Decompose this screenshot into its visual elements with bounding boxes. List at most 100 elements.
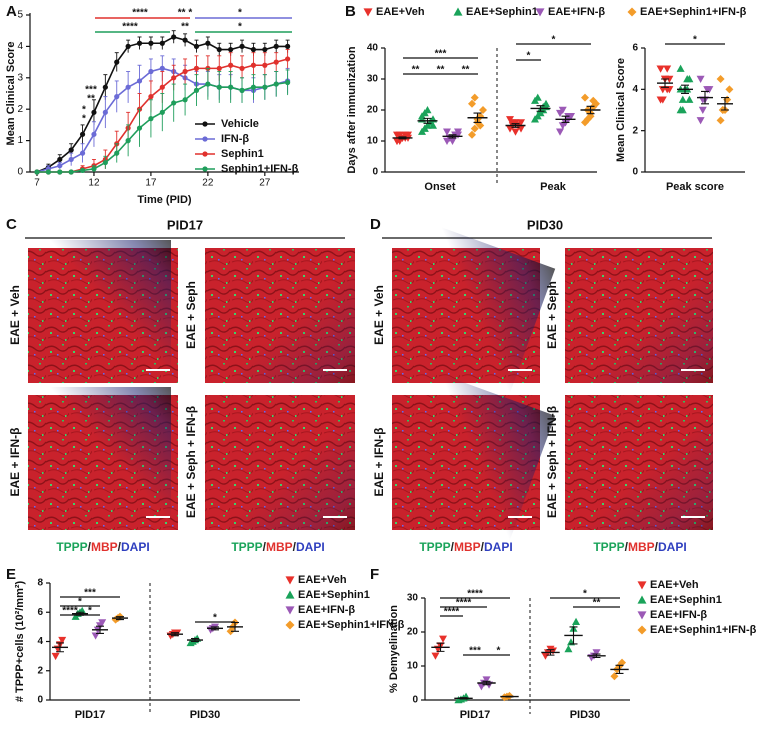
error-bar: [586, 105, 595, 115]
legend-marker: [285, 620, 295, 630]
significance: *: [82, 105, 86, 116]
significance: **: [437, 65, 445, 76]
y-axis-label: % Demyelination: [388, 605, 400, 693]
data-point: [159, 65, 165, 71]
stain-name: TPPP: [593, 540, 624, 554]
data-point: [273, 59, 279, 65]
micrograph-shade: [565, 248, 713, 383]
image-label: EAE + Veh: [8, 285, 22, 345]
data-point: [262, 46, 268, 53]
data-point: [159, 40, 165, 46]
y-tick-label: 4: [17, 41, 23, 52]
y-axis-label: Mean Clinical Score: [615, 58, 627, 162]
error-bar: [701, 90, 709, 105]
significance: *: [552, 35, 556, 46]
data-point: [564, 645, 573, 653]
data-point: [136, 125, 143, 131]
data-point: [136, 78, 143, 84]
significance: ***: [84, 588, 96, 599]
significance: *: [497, 646, 501, 657]
stain-name: TPPP: [231, 540, 262, 554]
data-point: [91, 131, 97, 137]
data-point: [725, 85, 734, 94]
significance: *: [88, 606, 92, 617]
data-point: [572, 617, 581, 625]
error-bar: [592, 653, 601, 659]
y-tick-label: 40: [367, 43, 379, 54]
error-bar: [536, 105, 545, 112]
x-tick-label: 17: [145, 178, 157, 189]
legend-label: Vehicle: [221, 118, 259, 130]
data-point: [705, 86, 714, 94]
data-point: [159, 109, 165, 115]
significance: ****: [444, 607, 460, 618]
stain-name: DAPI: [296, 540, 325, 554]
data-point: [102, 84, 108, 90]
data-point: [685, 95, 694, 103]
image-label: EAE + IFN-β: [372, 428, 386, 497]
data-point: [148, 40, 154, 46]
error-bar: [459, 697, 468, 700]
data-point: [262, 62, 268, 68]
significance: ***: [435, 49, 447, 60]
data-point: [125, 84, 131, 90]
significance: *: [213, 613, 217, 624]
data-point: [665, 75, 674, 83]
x-tick-label: 22: [202, 178, 214, 189]
data-point: [663, 86, 672, 94]
y-tick-label: 10: [367, 136, 379, 147]
micrograph-shade: [205, 395, 355, 530]
data-point: [102, 109, 108, 115]
error-bar: [473, 112, 482, 123]
error-bar: [448, 134, 457, 139]
y-tick-label: 20: [407, 627, 419, 638]
data-point: [79, 150, 86, 156]
data-point: [663, 65, 672, 73]
legend-marker: [285, 590, 295, 599]
stain-name: MBP: [454, 540, 481, 554]
x-tick-label: PID30: [570, 709, 601, 721]
stain-name: DAPI: [121, 540, 150, 554]
significance: **: [181, 22, 189, 33]
significance: ****: [122, 22, 138, 33]
error-bar: [211, 626, 219, 631]
data-point: [136, 40, 143, 46]
significance: *: [238, 22, 242, 33]
legend-marker: [637, 625, 647, 635]
micrograph-shade: [565, 395, 713, 530]
y-tick-label: 6: [632, 43, 638, 54]
y-tick-label: 3: [17, 72, 23, 83]
legend-marker: [637, 581, 647, 590]
legend-label: EAE+IFN-β: [548, 6, 605, 18]
data-point: [658, 96, 667, 104]
data-point: [610, 672, 619, 681]
data-point: [79, 167, 86, 174]
y-tick-label: 4: [632, 84, 638, 95]
data-point: [125, 138, 131, 144]
y-tick-label: 30: [367, 74, 379, 85]
legend-marker: [202, 166, 208, 172]
significance: *: [583, 589, 587, 600]
legend-marker: [202, 136, 208, 142]
legend-marker: [535, 8, 545, 17]
legend-label: Sephin1+IFN-β: [221, 163, 299, 175]
image-label: EAE + Seph + IFN-β: [545, 406, 559, 518]
stain-name: /: [263, 540, 267, 554]
data-point: [443, 128, 451, 136]
data-point: [228, 62, 234, 68]
error-bar: [546, 649, 555, 656]
panel-label: A: [6, 3, 17, 20]
y-tick-label: 30: [407, 593, 419, 604]
stain-name: DAPI: [658, 540, 687, 554]
data-point: [581, 93, 589, 102]
data-point: [696, 75, 705, 83]
stain-caption: TPPP/MBP/DAPI: [419, 540, 512, 554]
data-point: [171, 100, 177, 106]
error-bar: [721, 97, 729, 111]
legend-label: Sephin1: [221, 148, 264, 160]
y-tick-label: 0: [632, 167, 638, 178]
x-tick-label: PID17: [460, 709, 491, 721]
legend-marker: [453, 7, 463, 16]
significance: *: [82, 114, 86, 125]
